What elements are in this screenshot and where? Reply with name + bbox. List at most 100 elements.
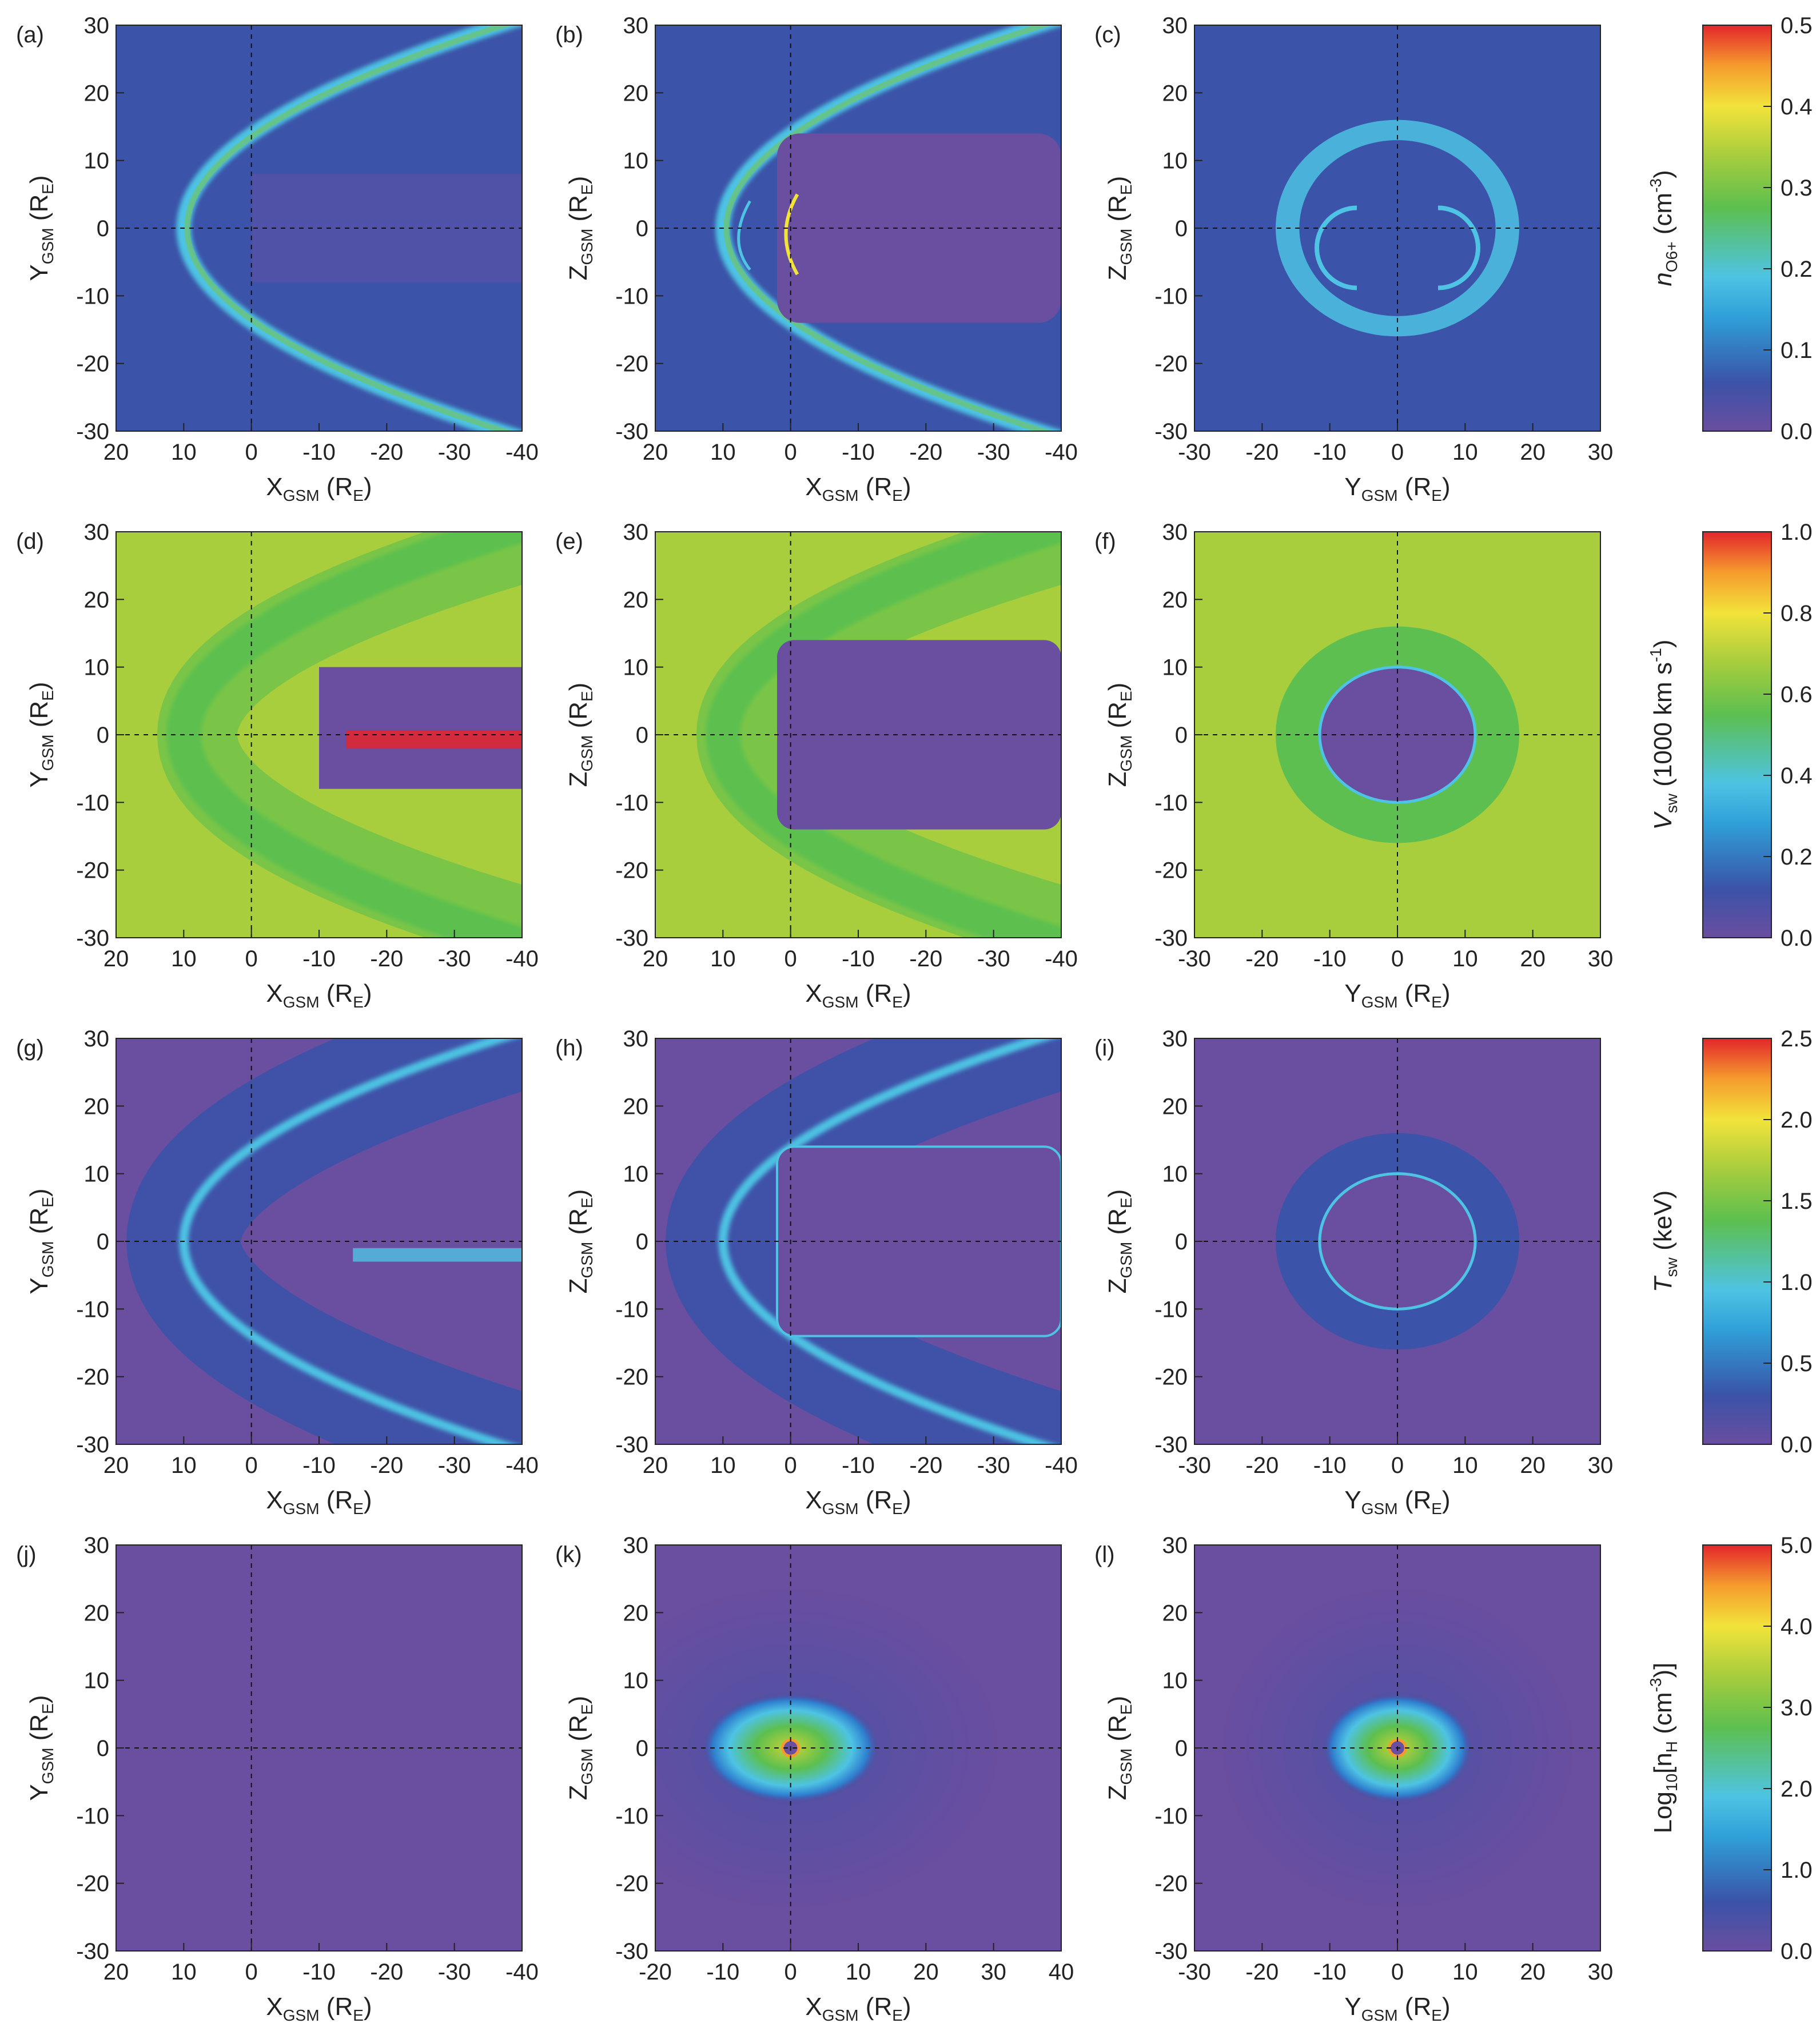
- x-tick-label: -30: [438, 1960, 471, 1985]
- x-tick-label: 10: [846, 1960, 871, 1985]
- y-tick-label: -20: [615, 352, 648, 377]
- panel-e: (e) 20 10 0 -10 -20 -30 -40 30 20 10 0 -10 -20 -30 XGSM…: [555, 520, 1078, 1011]
- y-axis-label: ZGSM (RE): [1104, 683, 1135, 787]
- y-tick-label: 30: [84, 1026, 110, 1052]
- x-axis-label: YGSM (RE): [1344, 979, 1450, 1011]
- colorbar-gradient: [1702, 1544, 1772, 1952]
- colorbar-tick-label: 1.5: [1781, 1189, 1813, 1214]
- y-tick-label: 20: [84, 1600, 110, 1626]
- y-tick-label: 30: [623, 1026, 649, 1052]
- panel-label: (d): [16, 529, 44, 554]
- x-axis-label: XGSM (RE): [805, 1486, 911, 1518]
- x-tick-label: 10: [1452, 440, 1478, 465]
- x-tick-label: 0: [245, 946, 258, 971]
- x-tick-label: -20: [370, 946, 403, 971]
- x-tick-label: 0: [1391, 1960, 1404, 1985]
- x-tick-label: 10: [1452, 1960, 1478, 1985]
- x-tick-label: -10: [302, 440, 336, 465]
- y-tick-label: -20: [1154, 1871, 1188, 1897]
- y-axis-label: ZGSM (RE): [564, 1696, 596, 1801]
- x-tick-label: 20: [643, 946, 668, 971]
- x-tick-label: 30: [981, 1960, 1006, 1985]
- panel-label: (i): [1094, 1036, 1115, 1061]
- y-tick-label: 0: [97, 723, 109, 748]
- y-tick-label: 0: [636, 1229, 648, 1255]
- x-tick-label: 20: [1520, 1960, 1546, 1985]
- y-tick-label: 10: [1162, 1668, 1188, 1694]
- x-tick-label: -10: [842, 1453, 875, 1478]
- y-tick-label: -20: [76, 1871, 109, 1897]
- x-tick-label: -30: [1178, 946, 1211, 971]
- x-tick-label: -30: [438, 946, 471, 971]
- magnetosphere-tail: [777, 133, 1061, 323]
- x-tick-label: 20: [1520, 1453, 1546, 1478]
- x-tick-label: -10: [706, 1960, 739, 1985]
- y-tick-label: -20: [76, 352, 109, 377]
- x-axis-label: XGSM (RE): [266, 1993, 372, 2024]
- x-tick-label: -30: [977, 1453, 1010, 1478]
- colorbar-tick-label: 0.8: [1781, 601, 1813, 626]
- x-axis-label: XGSM (RE): [266, 979, 372, 1011]
- x-tick-label: 40: [1049, 1960, 1074, 1985]
- y-tick-label: 10: [623, 655, 649, 680]
- x-tick-label: -40: [1045, 440, 1078, 465]
- y-tick-label: 10: [84, 655, 110, 680]
- colorbar-gradient: [1702, 1038, 1772, 1445]
- panel-j: (j) 20 10 0 -10 -20 -30 -40 30 20 10 0 -10 -20 -30 XGSM…: [16, 1533, 539, 2024]
- y-axis-label: ZGSM (RE): [1104, 176, 1135, 281]
- panel-a: (a) 20 10 0 -10 -20 -30 -40 30 20 10 0 -10 -20 -30 XGSM…: [16, 13, 539, 504]
- y-tick-label: 0: [636, 1736, 648, 1761]
- x-tick-label: 10: [1452, 1453, 1478, 1478]
- x-tick-label: 20: [103, 440, 129, 465]
- x-tick-label: 0: [1391, 1453, 1404, 1478]
- y-tick-label: -30: [76, 1432, 109, 1457]
- x-tick-label: 0: [784, 946, 797, 971]
- x-tick-label: -10: [302, 1960, 336, 1985]
- colorbar-tick-label: 0.0: [1781, 1432, 1813, 1457]
- colorbar-2: 1.0 0.8 0.6 0.4 0.2 0.0 Vsw (1000 km s-1): [1647, 520, 1813, 951]
- y-axis-label: YGSM (RE): [25, 682, 57, 787]
- y-tick-label: 10: [84, 1162, 110, 1187]
- x-tick-label: 10: [710, 946, 736, 971]
- colorbar-tick-label: 1.0: [1781, 1858, 1813, 1883]
- tail: [319, 667, 522, 789]
- panel-label: (e): [555, 529, 583, 554]
- x-tick-label: 30: [1588, 946, 1614, 971]
- colorbar-tick-label: 2.0: [1781, 1108, 1813, 1133]
- y-tick-label: 0: [1175, 1736, 1188, 1761]
- x-tick-label: -20: [1245, 1960, 1279, 1985]
- y-tick-label: -10: [1154, 1297, 1188, 1322]
- y-tick-label: 30: [84, 520, 110, 545]
- panel-l: (l) -30 -20 -10 0 10 20 30 30 20 10 0 -10 -20 -30 YGSM …: [1094, 1533, 1613, 2024]
- plot-content: [176, 25, 522, 431]
- x-axis-label: YGSM (RE): [1344, 1486, 1450, 1518]
- y-tick-label: 10: [623, 149, 649, 174]
- y-tick-label: -10: [1154, 790, 1188, 815]
- x-tick-label: -10: [842, 440, 875, 465]
- x-tick-label: -30: [438, 1453, 471, 1478]
- panel-h: (h) 20 10 0 -10 -20 -30 -40 30 20 10 0 -10 -20 -30 XGSM…: [555, 1026, 1078, 1518]
- colorbar-tick-label: 4.0: [1781, 1614, 1813, 1639]
- y-tick-label: 0: [97, 1229, 109, 1255]
- y-tick-label: -30: [1154, 419, 1188, 444]
- x-tick-label: -10: [302, 946, 336, 971]
- colorbar-gradient: [1702, 531, 1772, 938]
- y-tick-label: 0: [1175, 1229, 1188, 1255]
- y-tick-label: 30: [623, 13, 649, 38]
- x-tick-label: -10: [1313, 1453, 1347, 1478]
- x-tick-label: 20: [1520, 440, 1546, 465]
- cusp: [1315, 205, 1357, 290]
- y-tick-label: 0: [1175, 216, 1188, 241]
- x-tick-label: -10: [842, 946, 875, 971]
- x-axis-label: XGSM (RE): [805, 473, 911, 504]
- y-tick-label: 20: [1162, 81, 1188, 106]
- panel-label: (l): [1094, 1542, 1115, 1567]
- y-tick-label: 10: [1162, 1162, 1188, 1187]
- y-tick-label: -30: [615, 1939, 648, 1964]
- y-tick-label: -10: [76, 1297, 109, 1322]
- y-axis-label: ZGSM (RE): [1104, 1696, 1135, 1801]
- y-tick-label: 10: [1162, 149, 1188, 174]
- y-axis-label: ZGSM (RE): [564, 683, 596, 787]
- y-tick-label: 10: [1162, 655, 1188, 680]
